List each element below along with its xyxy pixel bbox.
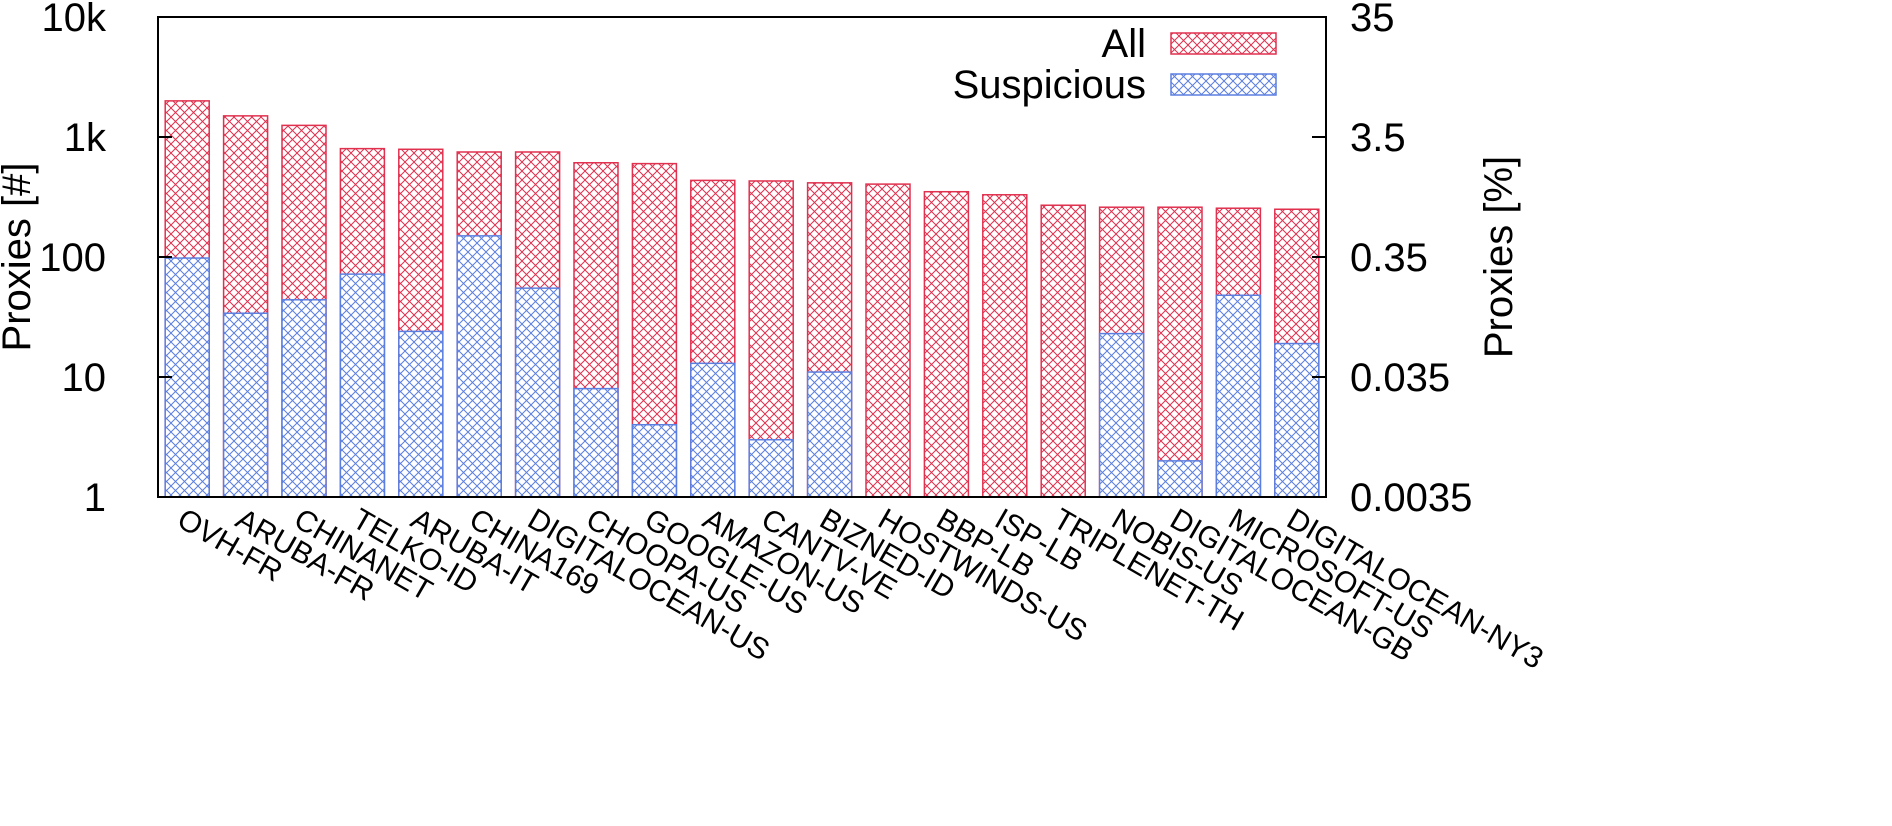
series-all-bars (164, 100, 1320, 498)
bar-all-isp-lb (982, 194, 1028, 498)
y-tick-label: 1k (64, 116, 107, 160)
y-tick-label: 10 (62, 356, 107, 400)
bar-suspicious-google-us (631, 424, 678, 498)
bar-suspicious-amazon-us (690, 362, 736, 498)
y2-tick-label: 0.035 (1350, 356, 1450, 400)
y-tick-label: 100 (39, 236, 106, 280)
bar-suspicious-aruba-fr (222, 312, 269, 498)
legend-swatch-suspicious (1170, 73, 1277, 96)
bar-all-digitalocean-gb (1157, 206, 1203, 498)
y2-axis-ticks: 0.0035 0.035 0.35 3.5 35 (1312, 0, 1472, 520)
y-axis-title: Proxies [#] (0, 163, 39, 352)
bar-suspicious-nobis-us (1098, 332, 1145, 498)
legend-swatch-all (1170, 32, 1277, 55)
plot-area-frame (157, 16, 1327, 498)
bar-suspicious-microsoft-us (1215, 294, 1262, 498)
y2-axis-title: Proxies [%] (1477, 156, 1521, 358)
bar-suspicious-bizned-id (806, 371, 853, 498)
bar-suspicious-aruba-it (398, 330, 444, 498)
bar-suspicious-digitalocean-ny3 (1274, 342, 1320, 498)
y2-tick-label: 0.0035 (1350, 476, 1472, 520)
legend-label-suspicious: Suspicious (953, 63, 1146, 107)
bar-suspicious-chinanet (281, 299, 327, 498)
bar-suspicious-cantv-ve (748, 438, 794, 498)
y2-tick-label: 0.35 (1350, 236, 1428, 280)
bar-suspicious-china169 (456, 235, 502, 498)
y2-tick-label: 35 (1350, 0, 1395, 40)
bar-suspicious-digitalocean-gb (1157, 460, 1203, 498)
bar-all-bbp-lb (923, 190, 970, 498)
y-tick-label: 10k (42, 0, 107, 40)
bar-suspicious-telko-id (339, 273, 386, 498)
bar-suspicious-choopa-us (573, 387, 619, 498)
bar-all-hostwinds-us (865, 183, 911, 498)
y-tick-label: 1 (84, 476, 106, 520)
legend-label-all: All (1102, 22, 1146, 66)
legend: All Suspicious (953, 22, 1277, 107)
bar-suspicious-digitalocean-us (514, 287, 561, 498)
bar-all-triplenet-th (1040, 204, 1086, 498)
y-axis-ticks: 1 10 100 1k 10k (39, 0, 172, 520)
series-suspicious-bars (164, 235, 1320, 498)
x-axis-labels: OVH-FRARUBA-FRCHINANETTELKO-IDARUBA-ITCH… (172, 502, 1549, 675)
y2-tick-label: 3.5 (1350, 116, 1406, 160)
